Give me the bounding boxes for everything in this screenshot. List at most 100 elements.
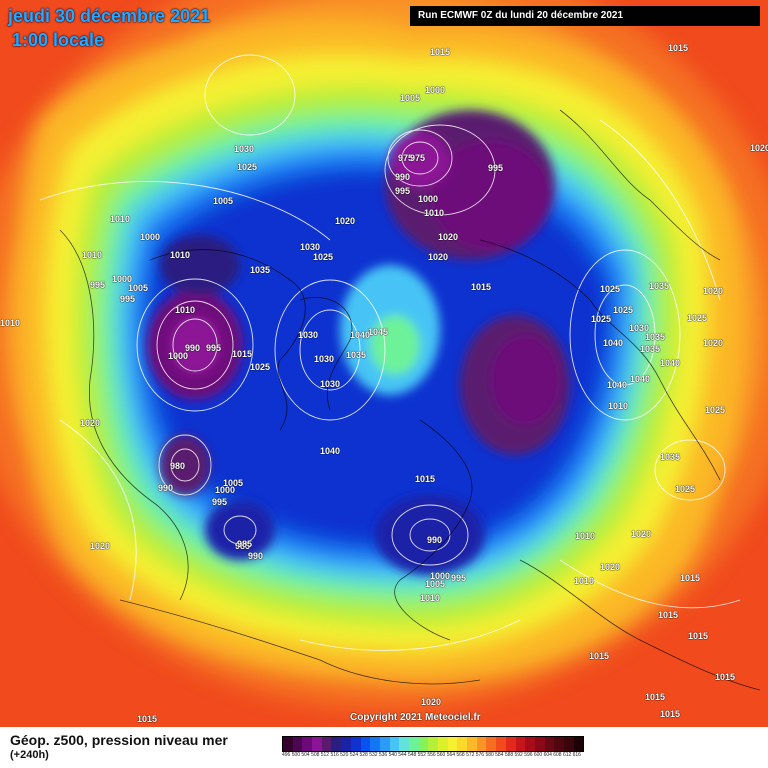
isobar-label: 1020	[90, 541, 111, 551]
isobar-label: 1015	[658, 610, 679, 620]
isobar-label: 1020	[421, 697, 442, 707]
scale-swatch	[312, 737, 322, 751]
weather-map: 1015 1015 1000 1005 975 975 995 990 995 1000 1010 1…	[0, 0, 768, 727]
isobar-label: 1020	[631, 529, 652, 539]
isobar-label: 985	[237, 539, 253, 549]
isobar-label: 1035	[250, 265, 271, 275]
isobar-label: 1025	[613, 305, 634, 315]
isobar-label: 1040	[320, 446, 341, 456]
scale-swatch	[554, 737, 564, 751]
isobar-label: 1000	[168, 351, 189, 361]
isobar-label: 1010	[424, 208, 445, 218]
isobar-label: 1015	[471, 282, 492, 292]
scale-swatch	[457, 737, 468, 751]
isobar-label: 1010	[608, 401, 629, 411]
legend-forecast-hour: (+240h)	[10, 749, 49, 761]
scale-value: 516	[330, 752, 339, 758]
isobar-label: 1035	[346, 350, 367, 360]
isobar-label: 1035	[660, 452, 681, 462]
isobar-label: 1005	[400, 93, 421, 103]
scale-value: 592	[514, 752, 523, 758]
isobar-label: 1015	[415, 474, 436, 484]
isobar-label: 1040	[350, 330, 371, 340]
scale-swatch	[515, 737, 526, 751]
isobar-label: 1035	[645, 332, 666, 342]
scale-swatch	[302, 737, 313, 751]
scale-value: 584	[495, 752, 504, 758]
isobar-label: 990	[185, 343, 201, 353]
isobar-label: 1010	[420, 593, 441, 603]
copyright-notice: Copyright 2021 Meteociel.fr	[350, 712, 481, 723]
isobar-label: 1010	[175, 305, 196, 315]
isobar-label: 1000	[140, 232, 161, 242]
isobar-label: 1010	[82, 250, 103, 260]
isobar-label: 1015	[688, 631, 709, 641]
isobar-label: 1040	[603, 338, 624, 348]
isobar-label: 1035	[649, 281, 670, 291]
scale-swatch	[505, 737, 516, 751]
isobar-label: 995	[90, 280, 106, 290]
isobar-label: 1015	[715, 672, 736, 682]
scale-value: 544	[398, 752, 407, 758]
isobar-label: 995	[451, 573, 467, 583]
scale-value: 596	[524, 752, 533, 758]
isobar-label: 1040	[607, 380, 628, 390]
isobar-label: 1005	[425, 579, 446, 589]
forecast-local-time: 1:00 locale	[12, 30, 105, 50]
scale-swatch	[399, 737, 409, 751]
isobar-label: 1010	[110, 214, 131, 224]
isobar-label: 1025	[591, 314, 612, 324]
isobar-label: 1030	[314, 354, 335, 364]
isobar-label: 1000	[430, 571, 451, 581]
color-scale	[282, 736, 585, 752]
scale-swatch	[534, 737, 545, 751]
scale-value: 524	[349, 752, 359, 758]
legend-title: Géop. z500, pression niveau mer	[10, 732, 228, 748]
scale-value: 604	[543, 752, 552, 758]
scale-swatch	[447, 737, 458, 751]
isobar-label: 1010	[575, 531, 596, 541]
isobar-label: 1020	[703, 286, 724, 296]
isobar-label: 1005	[128, 283, 149, 293]
isobar-label: 1030	[300, 242, 321, 252]
scale-swatch	[292, 737, 303, 751]
scale-value: 540	[388, 752, 397, 758]
scale-swatch	[573, 737, 584, 751]
scale-swatch	[360, 737, 371, 751]
scale-value: 580	[485, 752, 494, 758]
isobar-label: 985	[235, 541, 251, 551]
isobar-label: 975	[410, 153, 426, 163]
scale-value: 564	[446, 752, 456, 758]
isobar-label: 1025	[675, 484, 696, 494]
scale-swatch	[476, 737, 487, 751]
isobar-label: 1015	[680, 573, 701, 583]
isobar-label: 1030	[298, 330, 319, 340]
scale-value: 608	[553, 752, 562, 758]
scale-swatch	[496, 737, 506, 751]
isobar-label: 1030	[320, 379, 341, 389]
isobar-label: 1015	[430, 47, 451, 57]
scale-value: 616	[572, 752, 581, 758]
isobar-label: 1025	[250, 362, 271, 372]
isobar-label: 1005	[223, 478, 244, 488]
isobar-label: 1020	[750, 143, 768, 153]
isobar-label: 1005	[213, 196, 234, 206]
scale-value: 528	[359, 752, 368, 758]
scale-swatch	[418, 737, 429, 751]
isobar-label: 1020	[428, 252, 449, 262]
scale-swatch	[389, 737, 400, 751]
isobar-label: 1020	[438, 232, 459, 242]
scale-value: 512	[320, 752, 330, 758]
isobar-label: 1000	[425, 85, 446, 95]
scale-value: 520	[340, 752, 349, 758]
isobar-label: 975	[398, 153, 414, 163]
scale-swatch	[331, 737, 342, 751]
isobar-label: 995	[395, 186, 411, 196]
scale-swatch	[544, 737, 555, 751]
scale-value: 572	[466, 752, 475, 758]
scale-value: 568	[456, 752, 465, 758]
model-run-info: Run ECMWF 0Z du lundi 20 décembre 2021	[410, 6, 760, 26]
scale-swatch	[341, 737, 351, 751]
isobar-label: 1025	[237, 162, 258, 172]
isobar-label: 1025	[687, 313, 708, 323]
